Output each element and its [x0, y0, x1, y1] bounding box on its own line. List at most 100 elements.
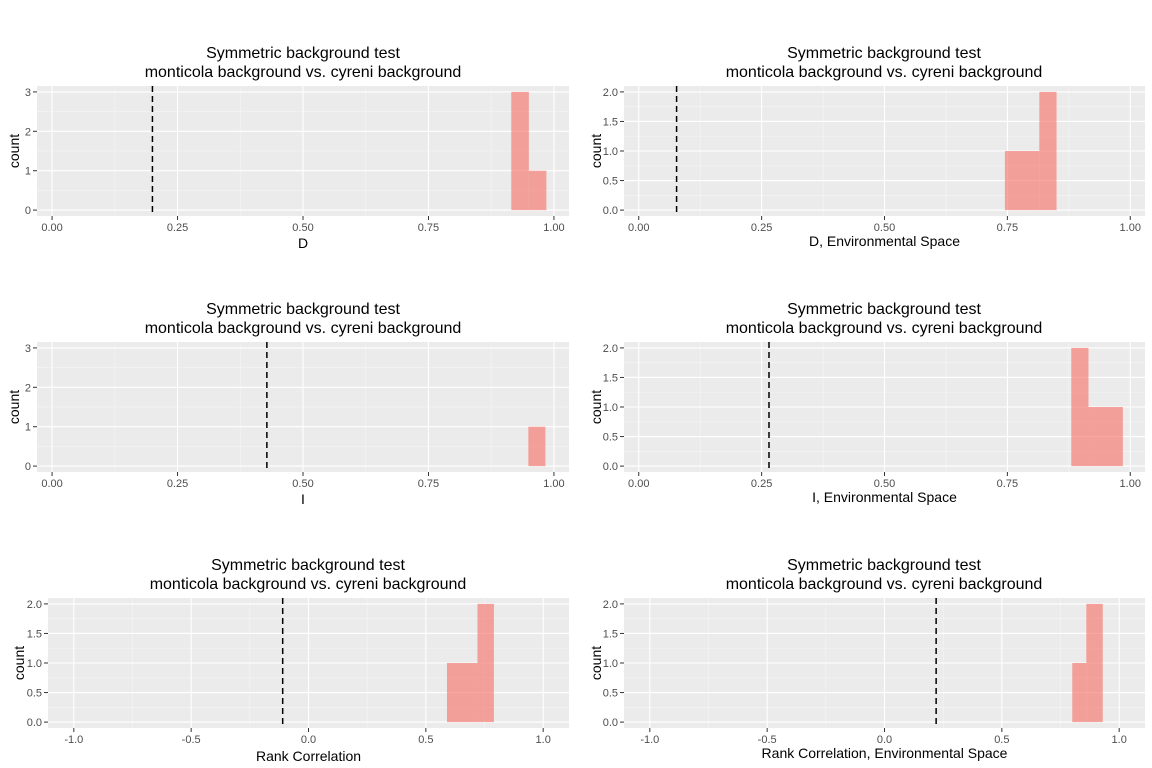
histogram-bar [511, 91, 529, 211]
histogram-panel-5: -1.0 -0.5 0.0 0.5 1.0 0.0 0.5 1.0 1.5 2.0 Symmetri… [11, 557, 569, 764]
y-axis-title: count [6, 134, 22, 168]
chart-title: Symmetric background test [206, 45, 400, 62]
x-tick-label: 1.00 [543, 478, 564, 490]
y-tick-label: 1.5 [603, 116, 618, 128]
x-tick-label: 1.0 [1112, 734, 1127, 746]
chart-subtitle: monticola background vs. cyreni backgrou… [726, 64, 1043, 81]
y-tick-label: 1 [25, 422, 31, 434]
x-tick-label: 0.25 [751, 222, 772, 234]
x-tick-label: -0.5 [758, 734, 777, 746]
y-tick-label: 2 [25, 126, 31, 138]
x-tick-label: 0.25 [167, 478, 188, 490]
chart-subtitle: monticola background vs. cyreni backgrou… [726, 320, 1043, 337]
x-tick-label: 0.25 [167, 222, 188, 234]
y-tick-label: 1.0 [27, 658, 42, 670]
chart-subtitle: monticola background vs. cyreni backgrou… [150, 576, 467, 593]
x-tick-label: 0.00 [41, 478, 62, 490]
x-tick-label: 0.00 [628, 478, 649, 490]
x-tick-label: 0.5 [994, 734, 1009, 746]
histogram-panel-3: 0.00 0.25 0.50 0.75 1.00 0 1 2 3 Symmetric backgr… [6, 301, 569, 507]
x-axis-title: I, Environmental Space [812, 489, 957, 505]
y-axis-title: count [6, 390, 22, 424]
chart-title: Symmetric background test [787, 557, 981, 574]
x-tick-label: 1.00 [1120, 222, 1141, 234]
y-axis-title: count [11, 646, 27, 680]
x-tick-label: 0.75 [997, 478, 1018, 490]
x-tick-label: 0.50 [292, 222, 313, 234]
x-tick-label: -0.5 [182, 734, 201, 746]
histogram-panel-4: 0.00 0.25 0.50 0.75 1.00 0.0 0.5 1.0 1.5 2.0 Symme… [588, 301, 1145, 505]
y-tick-label: 0.5 [603, 432, 618, 444]
x-tick-label: -1.0 [64, 734, 83, 746]
y-tick-label: 0 [25, 205, 31, 217]
x-tick-label: 1.0 [536, 734, 551, 746]
x-tick-label: 0.00 [628, 222, 649, 234]
chart-title: Symmetric background test [787, 45, 981, 62]
x-axis-title: Rank Correlation, Environmental Space [762, 745, 1008, 761]
x-axis-title: D [298, 235, 308, 251]
y-tick-label: 3 [25, 343, 31, 355]
x-tick-label: 1.00 [1120, 478, 1141, 490]
x-axis-title: Rank Correlation [256, 748, 361, 764]
x-tick-label: 0.50 [874, 478, 895, 490]
histogram-bar [528, 426, 546, 467]
histogram-bar [1039, 91, 1057, 211]
y-tick-label: 1.5 [603, 628, 618, 640]
y-axis-title: count [588, 390, 604, 424]
y-tick-label: 2 [25, 382, 31, 394]
y-tick-label: 0.0 [603, 717, 618, 729]
y-axis-title: count [588, 646, 604, 680]
histogram-bar [1072, 663, 1087, 723]
x-axis-title: I [301, 491, 305, 507]
chart-subtitle: monticola background vs. cyreni backgrou… [145, 64, 462, 81]
y-tick-label: 2.0 [603, 87, 618, 99]
y-tick-label: 0.0 [603, 461, 618, 473]
x-axis-title: D, Environmental Space [809, 233, 960, 249]
histogram-panel-2: 0.00 0.25 0.50 0.75 1.00 0.0 0.5 1.0 1.5 2.0 Symme… [588, 45, 1145, 249]
x-tick-label: 0.50 [874, 222, 895, 234]
y-tick-label: 1.0 [603, 658, 618, 670]
x-tick-label: 0.50 [292, 478, 313, 490]
x-tick-label: -1.0 [640, 734, 659, 746]
chart-subtitle: monticola background vs. cyreni backgrou… [726, 576, 1043, 593]
x-tick-label: 0.75 [418, 222, 439, 234]
y-tick-label: 1.0 [603, 402, 618, 414]
histogram-bar [528, 170, 547, 211]
y-tick-label: 0.5 [603, 688, 618, 700]
x-tick-label: 0.0 [877, 734, 892, 746]
y-tick-label: 0.5 [27, 688, 42, 700]
y-tick-label: 0.5 [603, 176, 618, 188]
y-tick-label: 0.0 [27, 717, 42, 729]
y-tick-label: 0 [25, 461, 31, 473]
x-tick-label: 0.00 [41, 222, 62, 234]
histogram-bar [1088, 407, 1123, 467]
histogram-bar [446, 663, 478, 723]
x-tick-label: 0.75 [418, 478, 439, 490]
histogram-bar [1004, 151, 1040, 211]
histogram-bar [1086, 603, 1103, 723]
histogram-panel-1: 0.00 0.25 0.50 0.75 1.00 0 1 2 3 Symmetric backgr… [6, 45, 569, 251]
chart-title: Symmetric background test [211, 557, 405, 574]
chart-title: Symmetric background test [787, 301, 981, 318]
histogram-bar [477, 603, 494, 723]
x-tick-label: 0.5 [418, 734, 433, 746]
chart-title: Symmetric background test [206, 301, 400, 318]
y-tick-label: 2.0 [603, 599, 618, 611]
y-tick-label: 1 [25, 166, 31, 178]
x-tick-label: 0.0 [301, 734, 316, 746]
y-tick-label: 1.5 [27, 628, 42, 640]
y-axis-title: count [588, 134, 604, 168]
y-tick-label: 1.0 [603, 146, 618, 158]
y-tick-label: 2.0 [27, 599, 42, 611]
x-tick-label: 0.75 [997, 222, 1018, 234]
histogram-panel-6: -1.0 -0.5 0.0 0.5 1.0 0.0 0.5 1.0 1.5 2.0 Symmetri… [588, 557, 1145, 761]
chart-subtitle: monticola background vs. cyreni backgrou… [145, 320, 462, 337]
y-tick-label: 0.0 [603, 205, 618, 217]
y-tick-label: 1.5 [603, 372, 618, 384]
y-tick-label: 2.0 [603, 343, 618, 355]
histogram-bar [1071, 347, 1089, 467]
y-tick-label: 3 [25, 87, 31, 99]
x-tick-label: 0.25 [751, 478, 772, 490]
x-tick-label: 1.00 [543, 222, 564, 234]
